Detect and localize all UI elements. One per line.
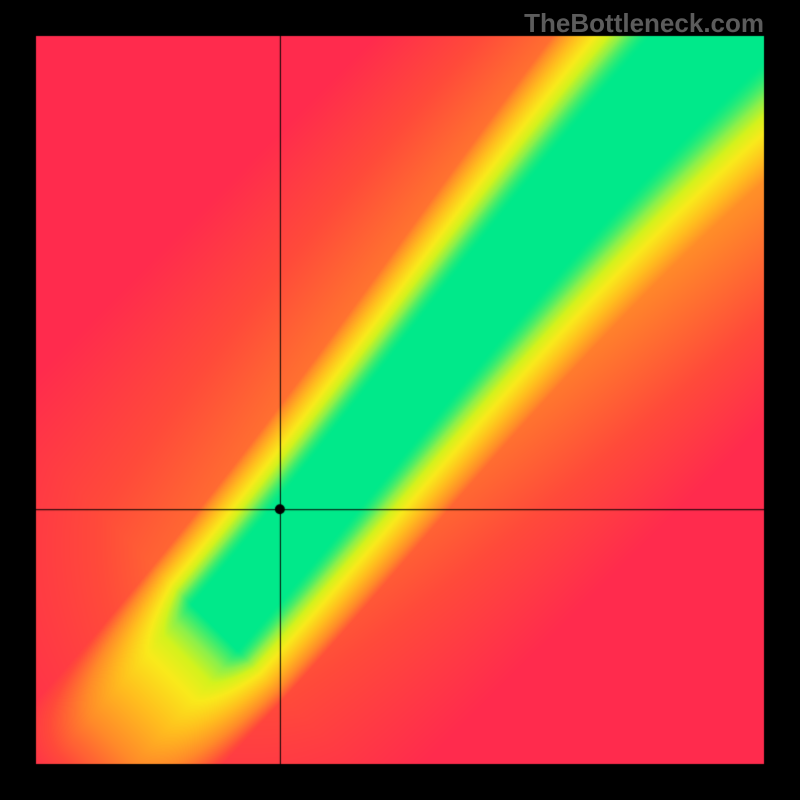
watermark-text: TheBottleneck.com [524, 8, 764, 39]
bottleneck-heatmap [0, 0, 800, 800]
chart-container: TheBottleneck.com [0, 0, 800, 800]
